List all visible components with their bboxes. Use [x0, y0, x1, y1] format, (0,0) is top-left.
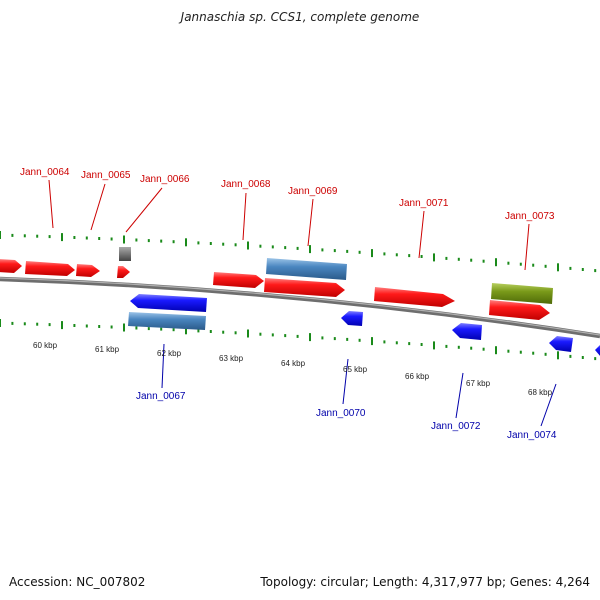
bottom-tick-row: [0, 319, 597, 361]
map-title: Jannaschia sp. CCS1, complete genome: [180, 10, 420, 24]
bottom-label-leaders: [161, 343, 557, 427]
scale-label: 60 kbp: [33, 341, 58, 350]
gene-label[interactable]: Jann_0073: [505, 211, 555, 222]
scale-label: 66 kbp: [405, 372, 430, 381]
scale-labels: 60 kbp 61 kbp 62 kbp 63 kbp 64 kbp 65 kb…: [33, 341, 553, 397]
gene-arrow-forward[interactable]: [213, 272, 264, 288]
scale-label: 63 kbp: [219, 354, 244, 363]
top-tick-row: [0, 231, 597, 273]
pseudogene-block[interactable]: [119, 247, 131, 261]
scale-label: 62 kbp: [157, 349, 182, 358]
scale-label: 65 kbp: [343, 365, 368, 374]
rna-features: [119, 247, 553, 330]
scale-label: 61 kbp: [95, 345, 120, 354]
genome-summary-text: Topology: circular; Length: 4,317,977 bp…: [260, 575, 590, 589]
gene-arrow-forward[interactable]: [117, 266, 130, 278]
gene-label[interactable]: Jann_0074: [507, 430, 557, 441]
bottom-gene-labels: Jann_0067 Jann_0070 Jann_0072 Jann_0074: [136, 391, 557, 441]
genome-backbone-highlight: [0, 277, 600, 336]
gene-arrow-forward[interactable]: [264, 278, 345, 297]
top-gene-labels: Jann_0064 Jann_0065 Jann_0066 Jann_0068 …: [20, 167, 555, 222]
gene-label[interactable]: Jann_0070: [316, 408, 366, 419]
genome-backbone: [0, 276, 600, 339]
gene-label[interactable]: Jann_0065: [81, 170, 131, 181]
gene-arrow-reverse[interactable]: [341, 311, 363, 326]
gene-arrow-reverse[interactable]: [130, 294, 207, 312]
gene-label[interactable]: Jann_0068: [221, 179, 271, 190]
scale-label: 64 kbp: [281, 359, 306, 368]
scale-label: 68 kbp: [528, 388, 553, 397]
gene-label[interactable]: Jann_0072: [431, 421, 481, 432]
reverse-genes: [130, 294, 600, 358]
forward-genes: [0, 259, 550, 320]
gene-label[interactable]: Jann_0071: [399, 198, 449, 209]
gene-label[interactable]: Jann_0064: [20, 167, 70, 178]
top-label-leaders: [48, 179, 530, 271]
scale-label: 67 kbp: [466, 379, 491, 388]
gene-arrow-reverse[interactable]: [549, 336, 573, 352]
accession-text: Accession: NC_007802: [9, 575, 146, 589]
gene-arrow-forward[interactable]: [25, 261, 75, 276]
gene-arrow-forward[interactable]: [374, 287, 455, 307]
gene-arrow-reverse[interactable]: [595, 343, 600, 358]
gene-arrow-forward[interactable]: [76, 264, 100, 277]
gene-arrow-forward[interactable]: [0, 259, 22, 273]
rna-feature-steel[interactable]: [128, 312, 206, 330]
gene-label[interactable]: Jann_0069: [288, 186, 338, 197]
gene-arrow-forward[interactable]: [489, 300, 550, 320]
gene-label[interactable]: Jann_0066: [140, 174, 190, 185]
gene-label[interactable]: Jann_0067: [136, 391, 186, 402]
rna-feature-steel[interactable]: [266, 258, 347, 280]
gene-arrow-reverse[interactable]: [452, 323, 482, 340]
rna-feature-olive[interactable]: [491, 283, 553, 304]
